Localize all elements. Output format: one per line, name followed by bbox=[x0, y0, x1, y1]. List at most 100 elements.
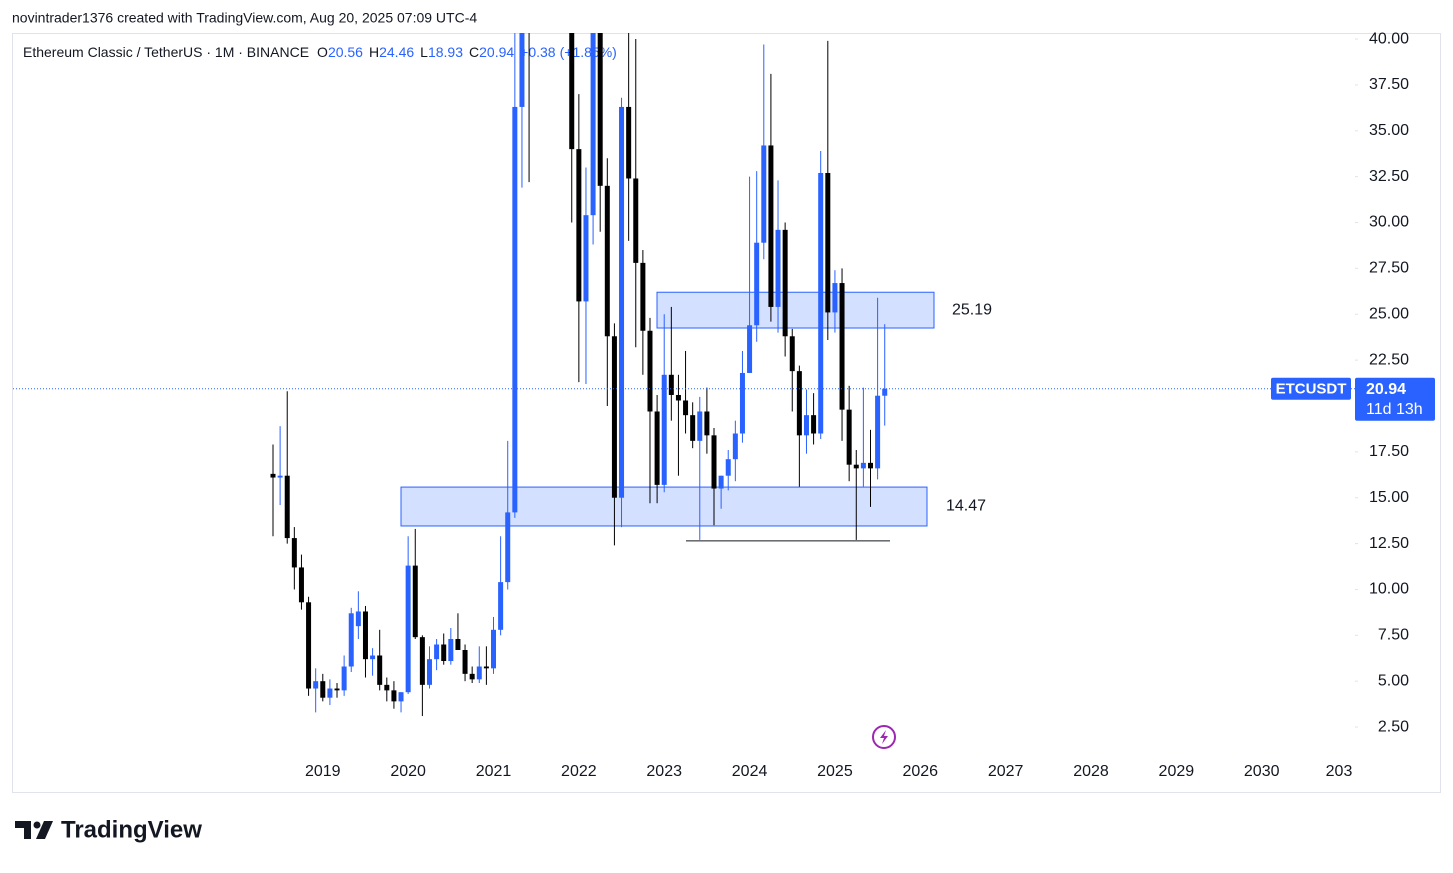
candle-body bbox=[434, 644, 440, 660]
legend-value: 24.46 bbox=[379, 44, 414, 60]
candle-body bbox=[284, 475, 290, 539]
candle-body bbox=[867, 462, 873, 469]
x-tick-label: 2024 bbox=[732, 763, 768, 780]
candle-body bbox=[362, 611, 368, 660]
candle-body bbox=[306, 602, 312, 689]
alert-icon bbox=[872, 725, 896, 749]
candle-body bbox=[476, 666, 482, 680]
candle-body bbox=[818, 172, 824, 434]
candle-body bbox=[775, 229, 781, 307]
candle-body bbox=[341, 666, 347, 691]
candle-body bbox=[611, 336, 617, 498]
y-tick-label: 2.50 bbox=[1378, 718, 1409, 735]
candle-body bbox=[348, 613, 354, 667]
candle-body bbox=[569, 33, 575, 150]
candle-body bbox=[711, 435, 717, 489]
candle-body bbox=[882, 388, 888, 396]
candle-body bbox=[675, 394, 681, 401]
candle-body bbox=[512, 106, 518, 513]
legend: Ethereum Classic / TetherUS · 1M · BINAN… bbox=[23, 44, 617, 60]
legend-key: L bbox=[420, 44, 428, 60]
chart-frame bbox=[12, 33, 1441, 793]
candle-body bbox=[732, 433, 738, 460]
y-tick-label: 27.50 bbox=[1369, 260, 1409, 277]
price-tag bbox=[1355, 377, 1435, 421]
candle-body bbox=[590, 33, 596, 216]
candle-body bbox=[377, 655, 383, 685]
x-tick-label: 2027 bbox=[988, 763, 1024, 780]
legend-value: 20.56 bbox=[328, 44, 363, 60]
candle-body bbox=[704, 411, 710, 436]
y-tick-label: 5.00 bbox=[1378, 672, 1409, 689]
y-tick-label: 15.00 bbox=[1369, 489, 1409, 506]
candle-body bbox=[498, 582, 504, 630]
legend-key: O bbox=[317, 44, 328, 60]
candle-body bbox=[761, 145, 767, 243]
x-tick-label: 2028 bbox=[1073, 763, 1109, 780]
candle-body bbox=[654, 411, 660, 485]
candle-body bbox=[789, 336, 795, 372]
candle-body bbox=[455, 638, 461, 650]
x-tick-label: 2030 bbox=[1244, 763, 1280, 780]
candle-body bbox=[334, 688, 340, 691]
candle-body bbox=[832, 283, 838, 313]
y-tick-label: 7.50 bbox=[1378, 627, 1409, 644]
candle-body bbox=[426, 659, 432, 685]
y-tick-label: 22.50 bbox=[1369, 351, 1409, 368]
zone bbox=[656, 291, 935, 329]
candle-body bbox=[683, 400, 689, 416]
candle-body bbox=[370, 655, 376, 660]
candle-body bbox=[483, 666, 489, 669]
candle-body bbox=[327, 688, 333, 698]
candle-body bbox=[640, 262, 646, 331]
candle-body bbox=[448, 638, 454, 662]
x-tick-label: 2020 bbox=[390, 763, 426, 780]
x-tick-label: 2025 bbox=[817, 763, 853, 780]
zone bbox=[400, 486, 928, 527]
candle-body bbox=[320, 681, 326, 698]
zone-label: 14.47 bbox=[946, 498, 986, 515]
x-tick-label: 2026 bbox=[902, 763, 938, 780]
y-tick-label: 25.00 bbox=[1369, 305, 1409, 322]
candle-body bbox=[419, 637, 425, 685]
candle-body bbox=[725, 459, 731, 476]
candle-body bbox=[384, 684, 390, 691]
x-tick-label: 203 bbox=[1326, 763, 1353, 780]
candle-body bbox=[576, 149, 582, 302]
y-tick-label: 35.00 bbox=[1369, 122, 1409, 139]
candle-body bbox=[412, 565, 418, 638]
y-tick-label: 12.50 bbox=[1369, 535, 1409, 552]
legend-value: 20.94 bbox=[479, 44, 514, 60]
candle-body bbox=[469, 673, 475, 680]
candle-body bbox=[796, 371, 802, 436]
candle-body bbox=[811, 415, 817, 434]
candle-body bbox=[270, 473, 276, 478]
y-tick-label: 37.50 bbox=[1369, 76, 1409, 93]
candle-body bbox=[519, 33, 525, 107]
candle-body bbox=[668, 374, 674, 395]
candle-body bbox=[597, 33, 603, 186]
candle-body bbox=[803, 415, 809, 436]
candle-body bbox=[355, 611, 361, 627]
candle-body bbox=[860, 462, 866, 469]
x-tick-label: 2023 bbox=[646, 763, 682, 780]
candle-body bbox=[505, 512, 511, 583]
candle-body bbox=[405, 565, 411, 693]
candle-body bbox=[697, 411, 703, 441]
legend-symbol: Ethereum Classic / TetherUS · 1M · BINAN… bbox=[23, 44, 309, 60]
candle-body bbox=[619, 106, 625, 498]
symbol-tag bbox=[1271, 377, 1351, 400]
price-tag-label: 20.94 bbox=[1366, 381, 1406, 398]
y-tick-label: 10.00 bbox=[1369, 581, 1409, 598]
candle-body bbox=[839, 283, 845, 410]
plot-area bbox=[270, 33, 935, 717]
candle-body bbox=[583, 215, 589, 302]
y-tick-label: 17.50 bbox=[1369, 443, 1409, 460]
y-tick-label: 40.00 bbox=[1369, 30, 1409, 47]
candle-body bbox=[690, 415, 696, 441]
candle-body bbox=[633, 178, 639, 263]
credit: novintrader1376 created with TradingView… bbox=[12, 10, 477, 26]
candle-body bbox=[747, 325, 753, 373]
